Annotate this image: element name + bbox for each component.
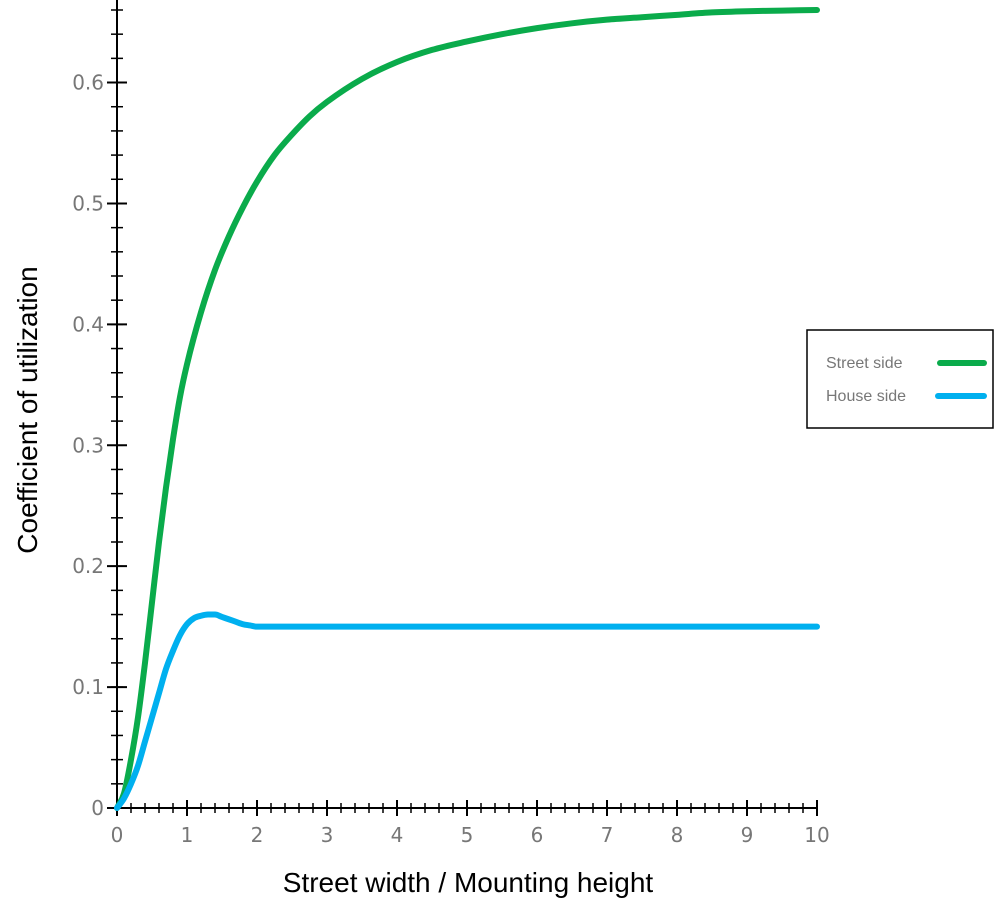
x-tick-label: 7 <box>601 823 614 847</box>
legend-label-house-side: House side <box>826 388 906 405</box>
x-tick-label: 1 <box>181 823 194 847</box>
x-tick-label: 2 <box>251 823 264 847</box>
x-tick-label: 5 <box>461 823 474 847</box>
axes: 0 1 2 3 4 5 6 7 8 9 10 0 0.1 0.2 0.3 0.4 0.5 0.6 <box>72 0 830 847</box>
legend: Street side House side <box>806 329 994 429</box>
x-tick-label: 9 <box>741 823 754 847</box>
y-axis-title: Coefficient of utilization <box>12 266 43 553</box>
x-tick-label: 3 <box>321 823 334 847</box>
x-tick-label: 8 <box>671 823 684 847</box>
legend-box <box>806 329 994 429</box>
series-line-house-side <box>114 611 820 811</box>
series-layer <box>114 7 820 811</box>
series-line-street-side <box>114 7 820 811</box>
x-tick-label: 4 <box>391 823 404 847</box>
y-tick-label: 0.3 <box>72 433 104 457</box>
x-tick-label: 0 <box>111 823 124 847</box>
x-tick-label: 6 <box>531 823 544 847</box>
y-tick-label: 0.6 <box>72 71 104 95</box>
y-tick-label: 0 <box>91 796 104 820</box>
y-tick-label: 0.2 <box>72 554 104 578</box>
x-axis-title: Street width / Mounting height <box>283 867 654 898</box>
legend-label-street-side: Street side <box>826 355 903 372</box>
y-tick-label: 0.1 <box>72 675 104 699</box>
x-tick-label: 10 <box>804 823 829 847</box>
y-tick-label: 0.4 <box>72 312 104 336</box>
y-tick-label: 0.5 <box>72 191 104 215</box>
